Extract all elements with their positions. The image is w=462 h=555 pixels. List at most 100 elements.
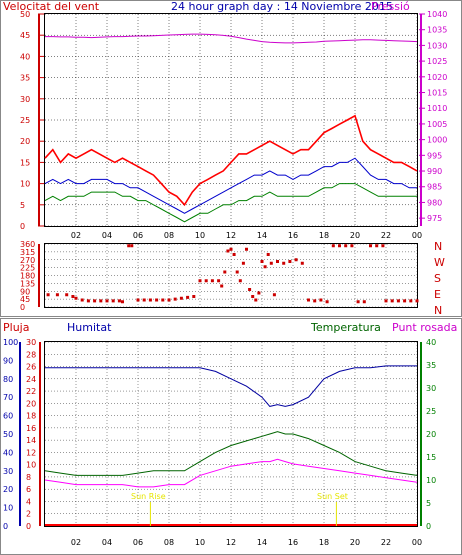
bottom-x-tick-label: 02 bbox=[71, 538, 81, 547]
direction-point bbox=[257, 291, 261, 295]
direction-point bbox=[260, 260, 264, 263]
direction-point bbox=[415, 299, 419, 303]
direction-point bbox=[241, 261, 245, 265]
rain-legend: Pluja bbox=[3, 321, 29, 334]
direction-tick-label: 90 bbox=[20, 287, 30, 296]
humidity-tick-label: 40 bbox=[3, 448, 13, 457]
direction-plot-frame bbox=[44, 243, 418, 308]
direction-grid bbox=[45, 243, 418, 308]
direction-point bbox=[220, 284, 224, 288]
humidity-tick-label: 90 bbox=[3, 356, 13, 365]
temp-right-tick-label: 35 bbox=[426, 361, 436, 370]
pressure-right-tick-label: 1010 bbox=[427, 104, 447, 113]
bottom-x-tick-label: 22 bbox=[381, 538, 391, 547]
direction-tick-label: 180 bbox=[20, 272, 35, 281]
dir-label-s: S bbox=[434, 272, 441, 285]
pressure-right-tick-label: 990 bbox=[427, 167, 442, 176]
direction-tick-label: 45 bbox=[20, 295, 30, 304]
wind-x-tick-label: 12 bbox=[226, 231, 236, 240]
direction-point bbox=[381, 244, 385, 248]
direction-point bbox=[65, 293, 69, 297]
temp-left-tick-label: 6 bbox=[26, 485, 31, 494]
direction-point bbox=[232, 253, 236, 256]
direction-point bbox=[251, 295, 255, 298]
direction-point bbox=[403, 299, 407, 303]
direction-tick-label: 315 bbox=[20, 248, 35, 257]
wind-x-tick-label: 16 bbox=[288, 231, 298, 240]
temp-left-tick-label: 8 bbox=[26, 473, 31, 482]
pressure-right-tick-label: 1020 bbox=[427, 73, 447, 82]
temp-right-tick-label: 20 bbox=[426, 430, 436, 439]
humidity-tick-label: 50 bbox=[3, 430, 13, 439]
direction-point bbox=[350, 244, 354, 248]
direction-point bbox=[192, 295, 196, 298]
pressure-right-tick-label: 995 bbox=[427, 151, 442, 160]
temperature-line bbox=[44, 431, 418, 476]
wind-left-tick-label: 50 bbox=[20, 10, 30, 19]
temp-left-tick-label: 14 bbox=[26, 436, 36, 445]
direction-point bbox=[217, 279, 221, 283]
direction-point bbox=[223, 270, 227, 274]
humidity-legend: Humitat bbox=[67, 321, 112, 334]
direction-point bbox=[210, 279, 214, 283]
bottom-x-tick-label: 20 bbox=[350, 538, 360, 547]
wind-left-tick-label: 0 bbox=[20, 222, 25, 231]
wind-speed-title: Velocitat del vent bbox=[3, 0, 100, 13]
temp-left-tick-label: 0 bbox=[26, 522, 31, 531]
direction-point bbox=[245, 247, 248, 251]
pressure-right-tick-label: 985 bbox=[427, 183, 442, 192]
direction-point bbox=[142, 298, 146, 302]
direction-point bbox=[276, 260, 279, 263]
direction-point bbox=[136, 298, 140, 302]
wind-left-tick-label: 30 bbox=[20, 95, 30, 104]
temp-left-tick-label: 12 bbox=[26, 448, 36, 457]
wind-x-tick-label: 14 bbox=[257, 231, 267, 240]
humidity-tick-label: 30 bbox=[3, 467, 13, 476]
humidity-tick-label: 10 bbox=[3, 504, 13, 513]
direction-point bbox=[300, 261, 304, 265]
temp-left-tick-label: 28 bbox=[26, 350, 36, 359]
direction-point bbox=[99, 299, 103, 303]
chart-marks: 0510152025303540455097598098599099510001… bbox=[3, 10, 447, 547]
humidity-tick-label: 80 bbox=[3, 375, 13, 384]
temp-left-tick-label: 16 bbox=[26, 424, 36, 433]
direction-point bbox=[80, 298, 84, 302]
direction-point bbox=[148, 298, 152, 302]
pressure-title: Pressió bbox=[371, 0, 410, 13]
wind-grid bbox=[38, 13, 425, 227]
temp-right-tick-label: 15 bbox=[426, 453, 436, 462]
wind-left-tick-label: 35 bbox=[20, 74, 30, 83]
pressure-right-tick-label: 1040 bbox=[427, 10, 447, 19]
direction-point bbox=[229, 247, 233, 251]
direction-point bbox=[93, 299, 97, 303]
direction-point bbox=[375, 244, 379, 248]
temp-left-tick-label: 20 bbox=[26, 399, 36, 408]
direction-point bbox=[266, 253, 270, 256]
bottom-x-tick-label: 10 bbox=[195, 538, 205, 547]
temp-left-tick-label: 22 bbox=[26, 387, 36, 396]
wind-x-tick-label: 20 bbox=[350, 231, 360, 240]
direction-point bbox=[161, 298, 165, 302]
dir-label-w: W bbox=[434, 256, 445, 269]
dew-point-line bbox=[44, 458, 418, 488]
bottom-x-tick-label: 12 bbox=[226, 538, 236, 547]
wind-average-line bbox=[44, 157, 417, 214]
sunset-label: Sun Set bbox=[317, 492, 348, 501]
direction-point bbox=[235, 270, 239, 274]
direction-point bbox=[198, 279, 202, 283]
wind-left-tick-label: 10 bbox=[20, 180, 30, 189]
direction-point bbox=[396, 299, 400, 303]
direction-tick-label: 360 bbox=[20, 240, 35, 249]
direction-tick-label: 135 bbox=[20, 279, 35, 288]
graph-date-title: 24 hour graph day : 14 Noviembre 2015 bbox=[171, 0, 393, 13]
direction-point bbox=[71, 295, 75, 298]
direction-point bbox=[173, 297, 177, 301]
direction-point bbox=[356, 300, 360, 304]
temp-left-tick-label: 10 bbox=[26, 461, 36, 470]
temp-right-tick-label: 5 bbox=[426, 499, 431, 508]
direction-point bbox=[167, 298, 171, 302]
direction-point bbox=[111, 299, 115, 303]
direction-point bbox=[307, 298, 310, 302]
wind-left-tick-label: 40 bbox=[20, 52, 30, 61]
